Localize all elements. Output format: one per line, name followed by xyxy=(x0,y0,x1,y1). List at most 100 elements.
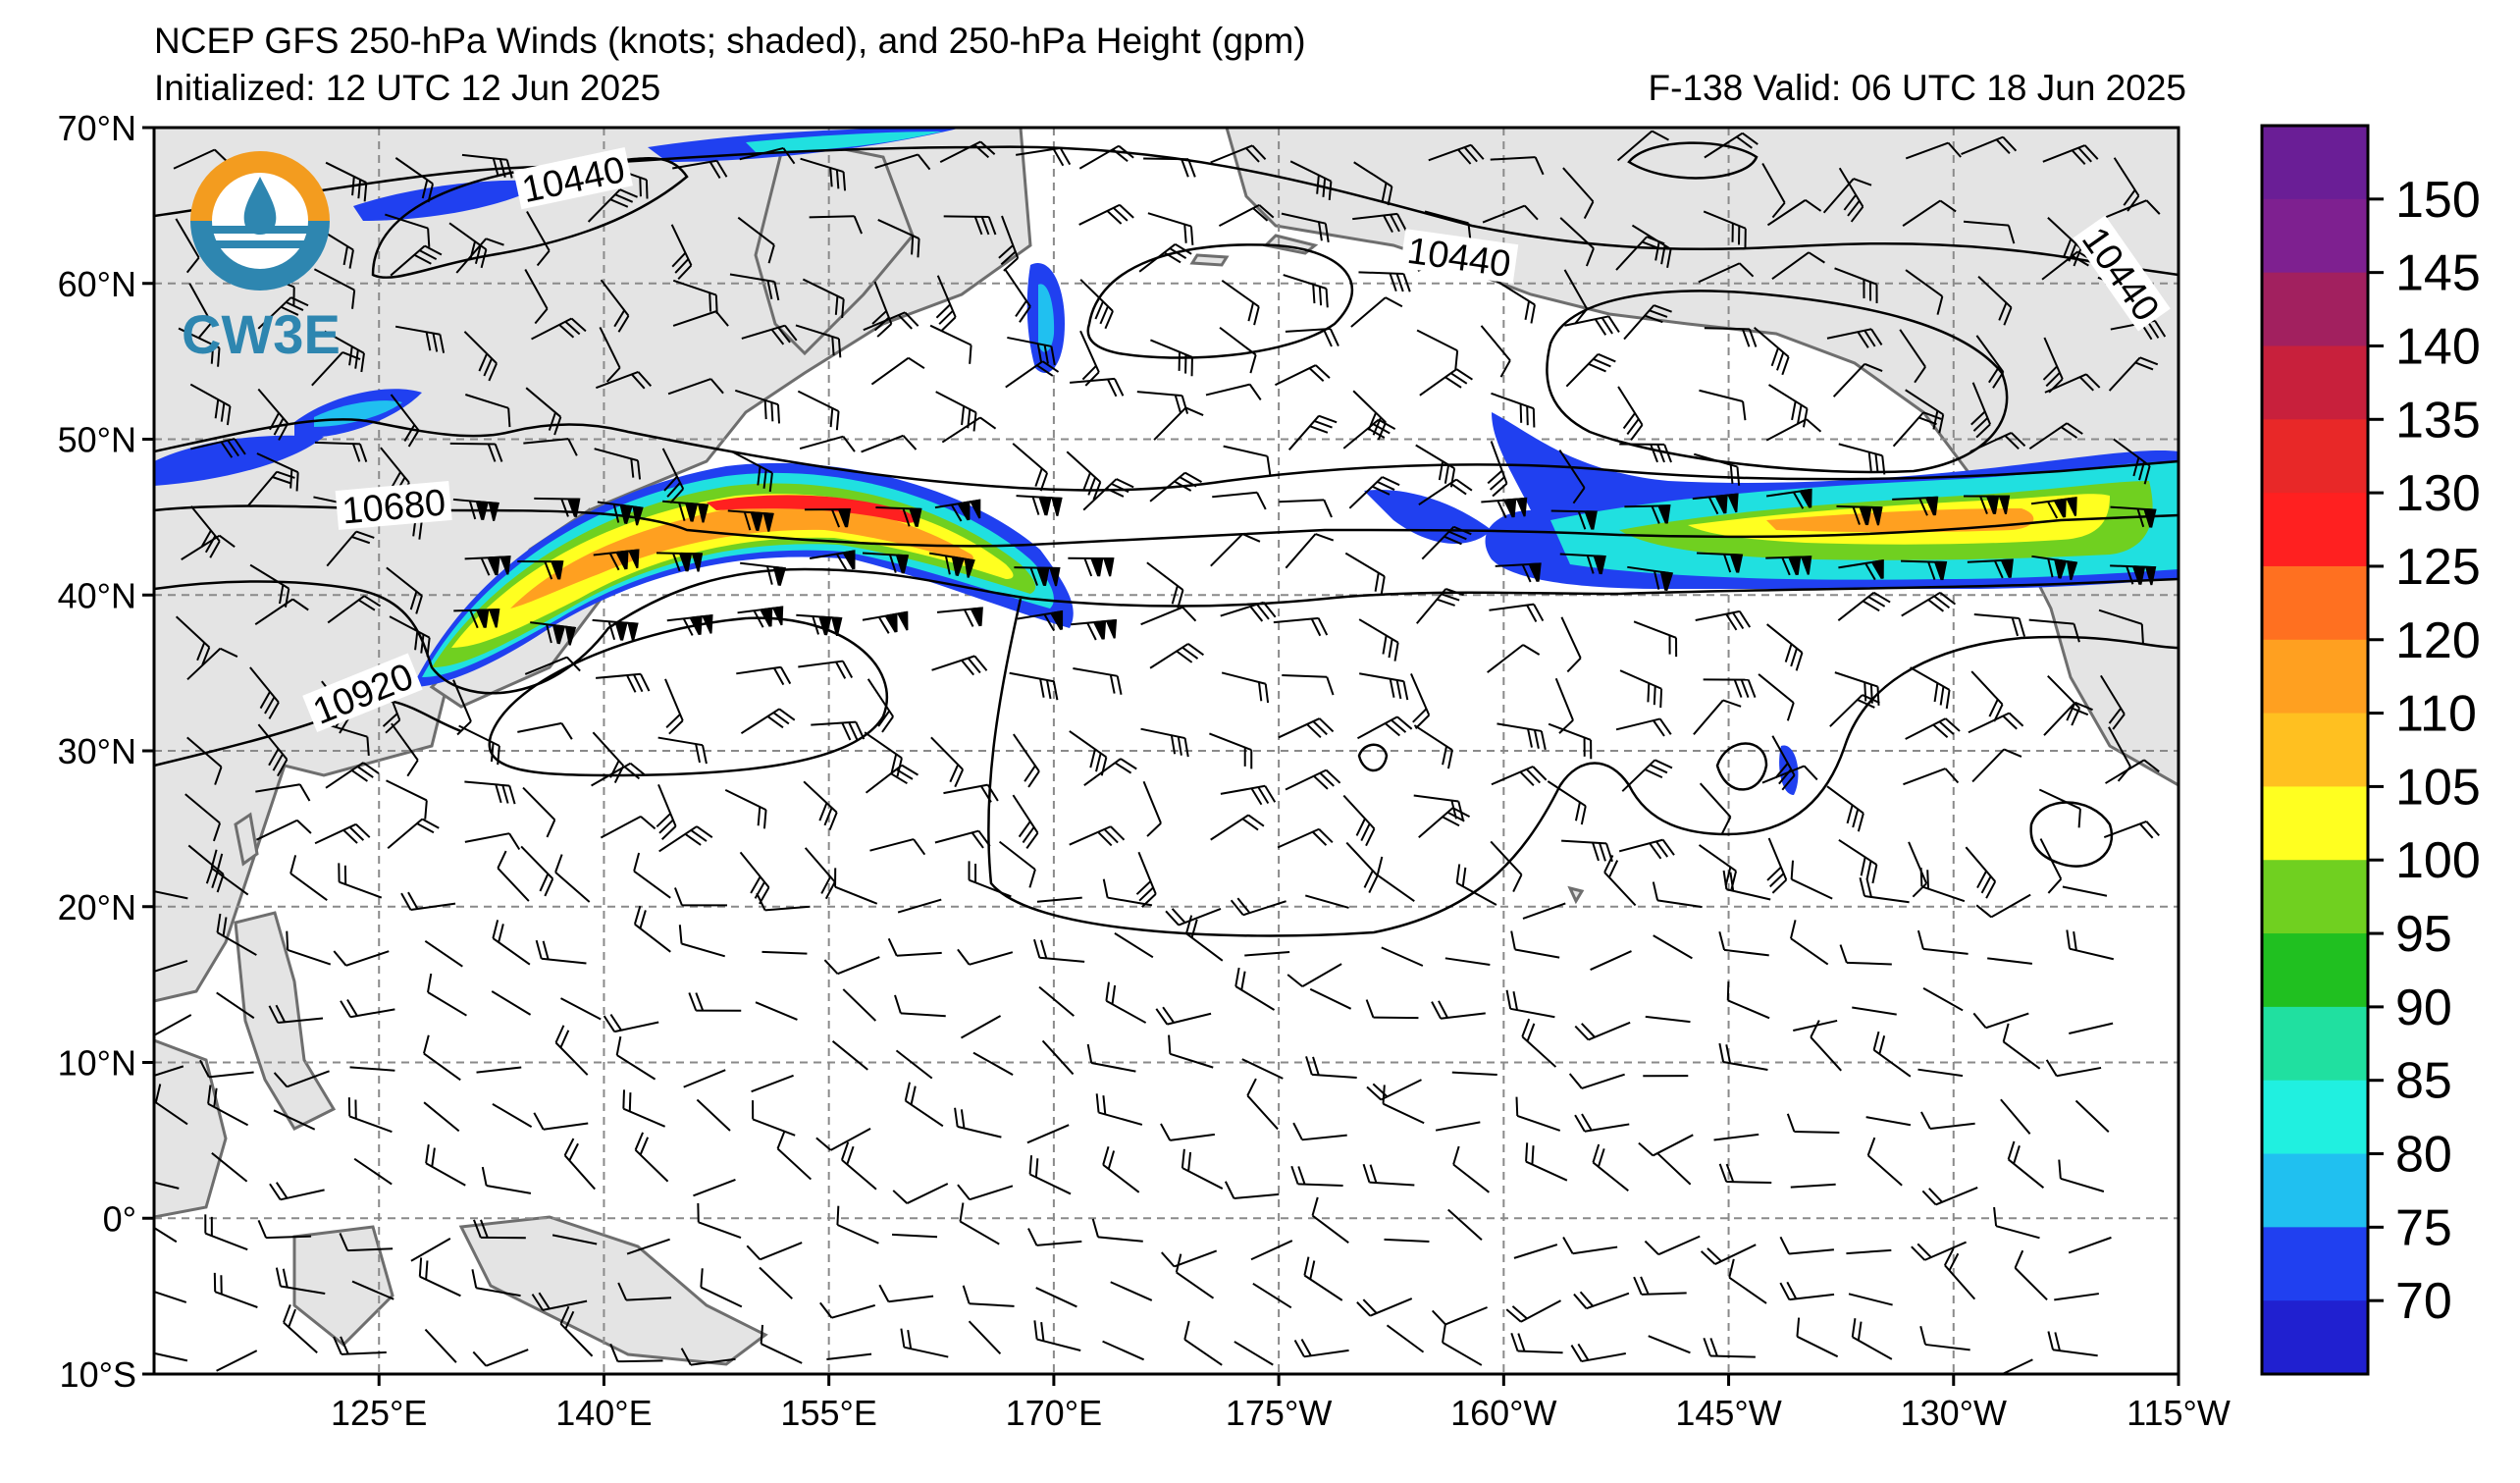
wind-barb xyxy=(1230,897,1286,917)
wind-barb xyxy=(424,1328,457,1363)
wind-barb xyxy=(1012,443,1049,492)
wind-barb xyxy=(254,598,309,626)
wind-barb xyxy=(633,905,671,953)
wind-barb xyxy=(1826,785,1864,832)
wind-barb xyxy=(1834,267,1878,304)
wind-barb xyxy=(418,1257,461,1298)
wind-barb xyxy=(741,324,798,345)
wind-barb xyxy=(154,1014,192,1038)
wind-barb xyxy=(1221,671,1270,704)
wind-barb xyxy=(1970,382,1992,439)
wind-barb xyxy=(1160,1123,1215,1141)
wind-barb xyxy=(410,1238,451,1262)
wind-barb xyxy=(1212,491,1267,510)
wind-barb xyxy=(2098,609,2144,644)
wind-barb xyxy=(1136,391,1189,414)
wind-barb xyxy=(1993,1206,2040,1240)
wind-barb xyxy=(804,847,836,900)
wind-barb xyxy=(760,1324,803,1364)
wind-barb xyxy=(796,613,843,637)
land-borneo xyxy=(154,1038,228,1219)
wind-barb xyxy=(957,948,1014,966)
wind-barb xyxy=(1285,533,1335,569)
colorbar-swatch xyxy=(2262,493,2368,567)
jet-patch-4c xyxy=(746,132,942,152)
jet-patch-3 xyxy=(353,180,550,221)
wind-barb xyxy=(737,606,784,628)
wind-barb xyxy=(1073,667,1123,695)
wind-barb xyxy=(1348,476,1400,509)
wind-barb xyxy=(452,498,499,521)
wind-barb xyxy=(877,219,920,258)
wind-barb xyxy=(678,925,725,958)
wind-barb xyxy=(1766,837,1788,894)
wind-barb xyxy=(533,1112,589,1131)
wind-barb xyxy=(1091,1218,1143,1243)
wind-barb xyxy=(154,1350,188,1362)
wind-barb xyxy=(1345,841,1379,893)
wind-barb xyxy=(658,825,713,853)
wind-barb xyxy=(603,1013,659,1033)
wind-barb xyxy=(799,435,856,452)
wind-barb xyxy=(1105,981,1147,1024)
wind-barb xyxy=(1838,167,1864,223)
wind-barb xyxy=(1969,432,2026,453)
wind-barb xyxy=(1344,552,1386,596)
wind-barb xyxy=(563,1138,596,1191)
wind-barb xyxy=(1305,1056,1357,1079)
wind-barb xyxy=(615,1035,656,1081)
wind-barb xyxy=(1568,1073,1625,1089)
wind-barb xyxy=(1035,1287,1077,1308)
wind-barb xyxy=(2104,199,2161,219)
wind-barb xyxy=(210,849,249,896)
lat-label: 20°N xyxy=(58,887,136,927)
wind-barb xyxy=(878,1284,934,1303)
wind-barb xyxy=(1487,441,1508,498)
wind-barb xyxy=(751,1074,794,1093)
wind-barb xyxy=(1281,212,1330,242)
wind-barb xyxy=(693,1178,736,1197)
wind-barb xyxy=(1041,1039,1075,1076)
wind-barb xyxy=(461,153,513,179)
wind-barb xyxy=(1303,1256,1343,1301)
wind-barb xyxy=(863,311,919,332)
svg-text:10680: 10680 xyxy=(341,482,447,532)
wind-barb xyxy=(1033,938,1085,963)
wind-barb xyxy=(739,146,796,165)
wind-barb xyxy=(1694,452,1741,486)
wind-barb xyxy=(1165,908,1222,927)
wind-barb xyxy=(1220,784,1277,806)
wind-barb xyxy=(353,1157,393,1186)
wind-barb xyxy=(389,615,431,657)
colorbar-swatch xyxy=(2262,126,2368,200)
wind-barb xyxy=(597,501,644,526)
wind-barb xyxy=(804,507,852,528)
wind-barb xyxy=(2100,674,2126,730)
lon-label: 175°W xyxy=(1226,1393,1332,1433)
colorbar-swatch xyxy=(2262,639,2368,715)
wind-barb xyxy=(481,1166,532,1194)
wind-barb xyxy=(1016,146,1072,167)
wind-barb xyxy=(862,552,910,574)
wind-barb xyxy=(657,736,708,765)
wind-barb xyxy=(1359,672,1409,701)
colorbar-swatch xyxy=(2262,1080,2368,1155)
land-aleutians-2 xyxy=(1189,253,1230,267)
wind-barb xyxy=(1309,987,1352,1010)
wind-barb xyxy=(928,552,975,578)
wind-barbs xyxy=(154,130,2167,1374)
wind-barb xyxy=(900,1328,949,1358)
wind-barb xyxy=(1026,1124,1070,1144)
wind-barb xyxy=(943,215,997,236)
wind-barb xyxy=(1017,609,1064,632)
wind-barb xyxy=(861,434,918,453)
wind-barb xyxy=(1175,1253,1215,1299)
wind-barb xyxy=(1559,553,1606,575)
wind-barb xyxy=(731,450,773,493)
wind-barb xyxy=(1563,269,1589,325)
wind-barb xyxy=(314,441,368,462)
wind-barb xyxy=(1358,618,1399,662)
wind-barb xyxy=(554,854,591,903)
wind-barb xyxy=(492,1102,533,1128)
